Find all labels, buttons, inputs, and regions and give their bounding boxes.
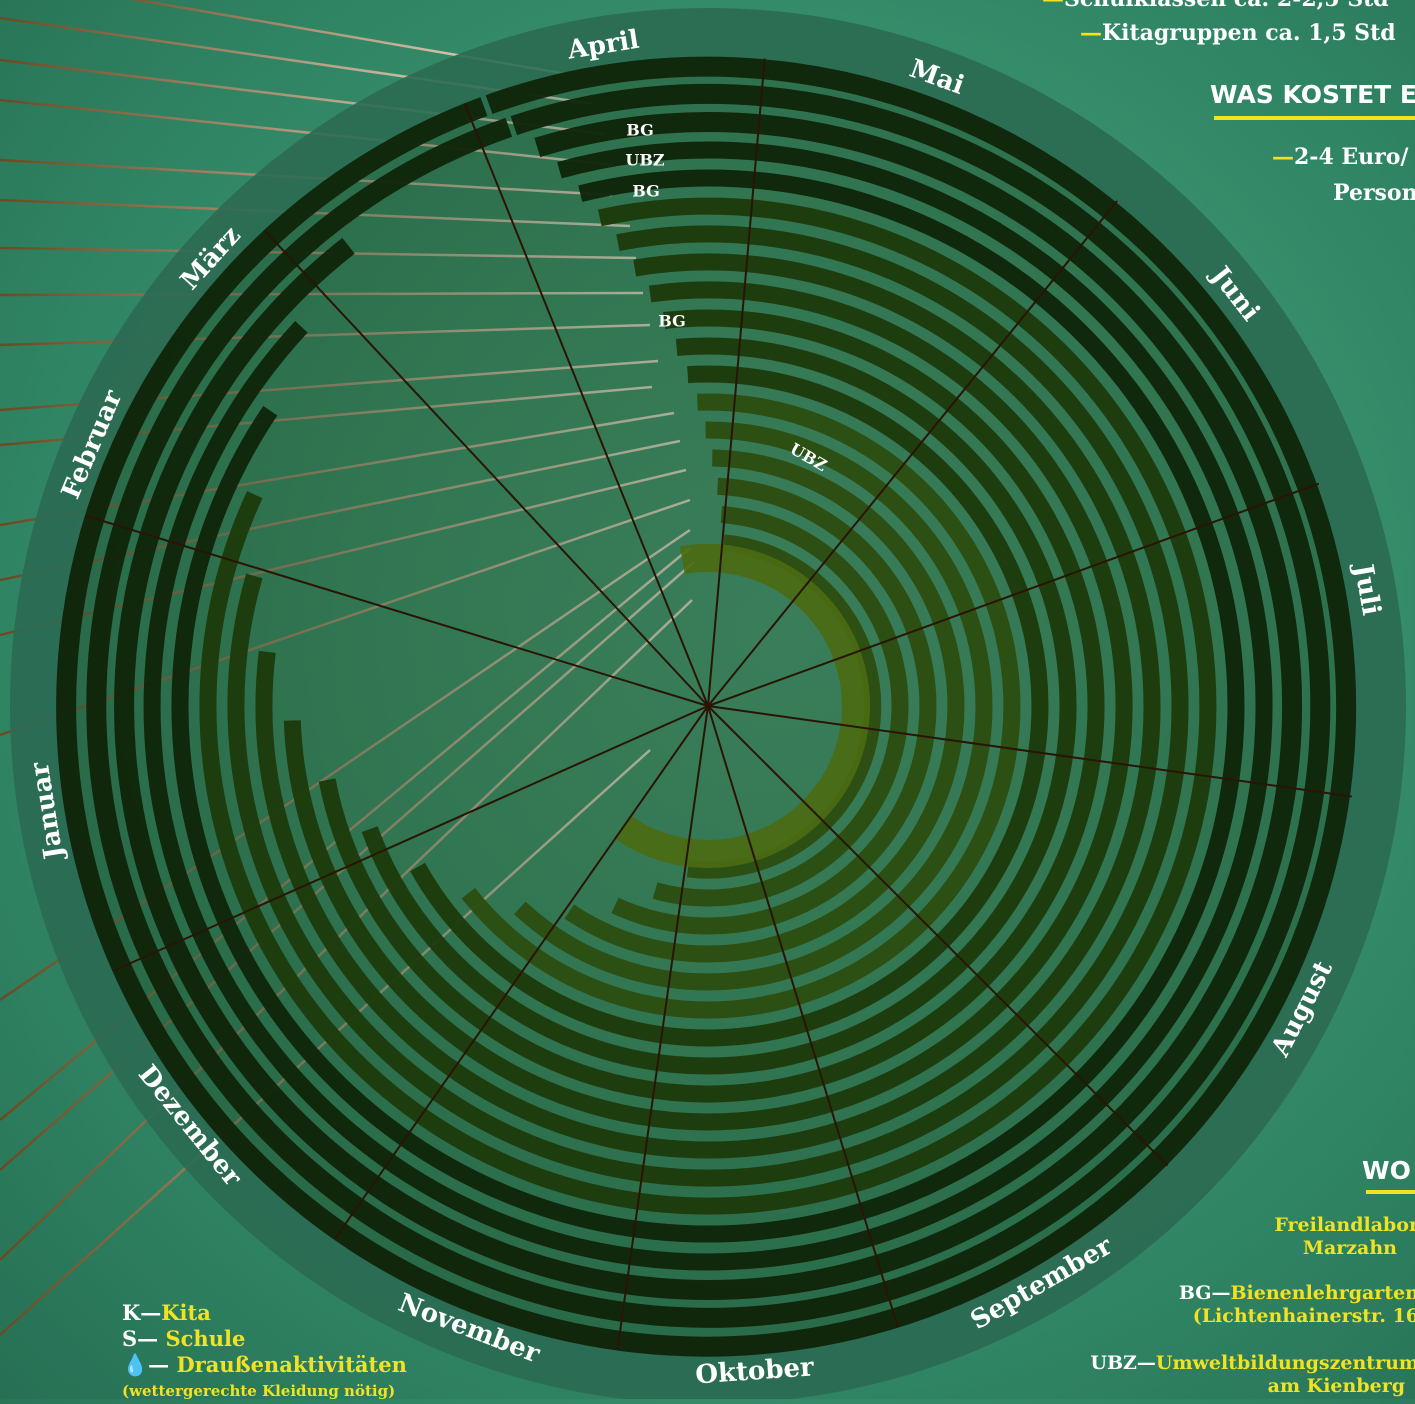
month-spoke — [707, 482, 1320, 707]
month-spoke — [707, 705, 1352, 798]
location-freiland: Freilandlabor Marzahn — [1274, 1214, 1415, 1259]
location-ubz: UBZ—Umweltbildungszentrum am Kienberg — [1090, 1352, 1415, 1397]
activity-ring-inner — [615, 544, 870, 868]
activity-ring — [686, 534, 882, 879]
legend: K—Kita S— Schule 💧— Draußenaktivitäten (… — [122, 1300, 407, 1404]
activity-ring — [461, 393, 1021, 1019]
activity-ring — [227, 225, 1189, 1187]
leader-line — [0, 599, 693, 1261]
activity-rings — [56, 56, 1357, 1357]
legend-schule: S— Schule — [122, 1326, 246, 1351]
month-spokes — [86, 58, 1352, 1350]
ring-label: UBZ — [625, 151, 664, 170]
activity-ring — [652, 506, 909, 907]
month-spoke — [707, 58, 766, 707]
leader-line — [0, 291, 644, 297]
month-band-ring — [10, 8, 1406, 1399]
activity-ring — [86, 83, 1331, 1328]
activity-ring — [56, 56, 1357, 1357]
leader-line — [0, 528, 691, 1002]
month-spoke — [86, 515, 709, 707]
leader-line — [0, 198, 631, 228]
duration-school: —Schulklassen ca. 2-2,5 Std — [1042, 0, 1389, 12]
leader-line — [0, 411, 675, 527]
activity-ring — [283, 281, 1133, 1131]
cost-underline — [1214, 116, 1415, 120]
where-underline — [1366, 1190, 1415, 1194]
activity-ring — [318, 309, 1105, 1103]
activity-ring — [114, 112, 1303, 1300]
activity-ring — [514, 421, 993, 991]
legend-kita: K—Kita — [122, 1300, 211, 1325]
leader-line — [0, 323, 651, 347]
ring-label: BG — [632, 182, 659, 201]
leader-line — [0, 246, 637, 260]
cost-line2: Person — [1333, 180, 1415, 206]
activity-ring — [171, 169, 1245, 1243]
cost-heading: WAS KOSTET ES — [1210, 80, 1415, 109]
duration-kita: —Kitagruppen ca. 1,5 Std — [1080, 20, 1396, 46]
water-drop-icon: 💧 — [122, 1352, 149, 1377]
activity-ring — [199, 197, 1217, 1215]
leader-line — [0, 749, 651, 1336]
month-spoke — [463, 102, 709, 707]
cost-line1: —2-4 Euro/ — [1272, 144, 1409, 170]
legend-note: (wettergerechte Kleidung nötig) — [122, 1382, 396, 1400]
month-spoke — [113, 705, 709, 972]
activity-ring — [410, 365, 1049, 1047]
month-spoke — [334, 705, 709, 1239]
month-spoke — [263, 229, 709, 707]
month-spoke — [707, 200, 1118, 707]
location-bg: BG—Bienenlehrgarten (Lichtenhainerstr. 1… — [1178, 1282, 1415, 1327]
month-spoke — [707, 705, 899, 1328]
activity-ring — [255, 253, 1161, 1159]
month-spoke — [707, 705, 1169, 1167]
activity-ring — [564, 449, 965, 963]
month-spoke — [616, 705, 709, 1350]
activity-ring — [611, 477, 937, 935]
ring-label: BG — [626, 121, 653, 140]
legend-outdoor: 💧— Draußenaktivitäten — [122, 1352, 407, 1377]
ring-label: BG — [658, 312, 685, 331]
activity-ring — [143, 141, 1273, 1271]
activity-ring — [361, 337, 1077, 1075]
leader-line — [0, 98, 615, 167]
where-heading: WO — [1362, 1156, 1411, 1185]
